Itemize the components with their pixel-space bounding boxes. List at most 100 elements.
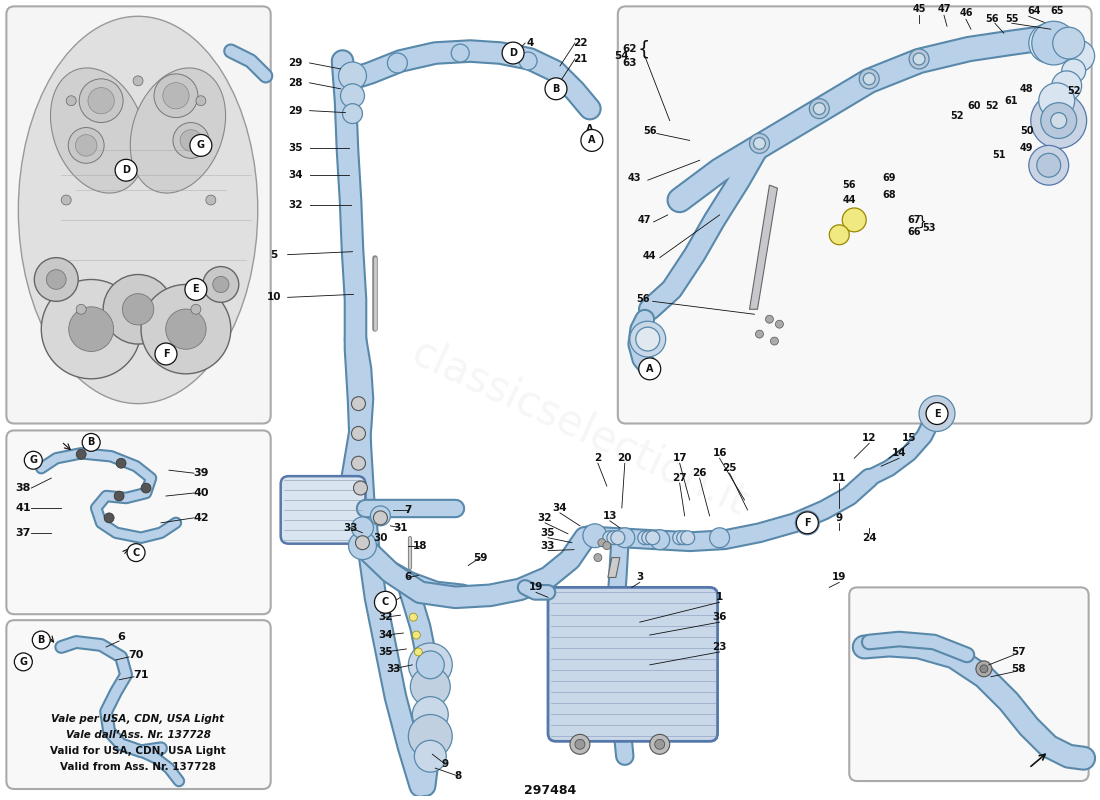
Circle shape [638,530,651,545]
Text: 61: 61 [1004,96,1018,106]
Text: 59: 59 [473,553,487,562]
Circle shape [598,538,606,546]
Polygon shape [749,185,778,310]
Circle shape [352,456,365,470]
Circle shape [519,52,537,70]
Text: 9: 9 [442,759,449,769]
Circle shape [796,512,818,534]
Circle shape [1063,40,1094,72]
Circle shape [408,643,452,686]
Circle shape [813,102,825,114]
Circle shape [82,434,100,451]
Circle shape [416,651,444,678]
Text: 4: 4 [527,38,534,48]
Circle shape [185,278,207,300]
Circle shape [32,631,51,649]
FancyBboxPatch shape [7,430,271,614]
Circle shape [795,511,820,534]
Circle shape [191,304,201,314]
Circle shape [373,511,387,525]
Text: G: G [197,141,205,150]
Circle shape [114,491,124,501]
Circle shape [681,530,694,545]
Circle shape [76,134,97,156]
Circle shape [410,667,450,706]
Text: 35: 35 [378,647,393,657]
Text: 12: 12 [862,434,877,443]
Circle shape [864,73,876,85]
Text: 67: 67 [908,215,921,225]
Circle shape [415,740,447,772]
Text: 66: 66 [908,227,921,237]
Text: 69: 69 [882,173,895,183]
Text: 47: 47 [638,215,651,225]
Text: 65: 65 [1050,6,1064,16]
Text: 3: 3 [636,573,644,582]
Text: 58: 58 [1012,664,1026,674]
Text: 32: 32 [538,513,552,523]
Circle shape [339,62,366,90]
Text: 62: 62 [623,44,637,54]
Circle shape [770,337,779,345]
Circle shape [116,159,138,181]
Circle shape [594,554,602,562]
Text: 48: 48 [1020,84,1034,94]
Text: 29: 29 [288,58,302,68]
Text: 56: 56 [644,126,657,135]
Text: 63: 63 [623,58,637,68]
Text: 39: 39 [194,468,209,478]
Circle shape [583,524,607,548]
Circle shape [1053,29,1080,57]
Text: 29: 29 [288,106,302,116]
Circle shape [62,195,72,205]
Circle shape [976,661,992,677]
Circle shape [180,130,201,151]
Circle shape [42,279,141,379]
Text: 37: 37 [15,528,31,538]
Circle shape [756,330,763,338]
Circle shape [1041,102,1077,138]
Text: 26: 26 [692,468,707,478]
Circle shape [1032,22,1076,65]
Text: C: C [385,600,393,610]
Circle shape [673,530,686,545]
Text: 33: 33 [541,541,556,550]
Text: 49: 49 [1020,143,1034,154]
Text: 68: 68 [882,190,896,200]
Circle shape [163,82,189,109]
Text: 2: 2 [594,454,602,463]
Text: B: B [88,438,95,447]
Text: 18: 18 [414,541,428,550]
Text: 32: 32 [288,200,302,210]
Text: 297484: 297484 [524,785,576,798]
Text: 33: 33 [386,664,400,674]
Text: 33: 33 [343,522,358,533]
Text: 46: 46 [959,8,972,18]
Circle shape [355,536,370,550]
Text: 20: 20 [617,454,632,463]
Text: 41: 41 [15,503,31,513]
Ellipse shape [19,16,257,404]
Text: 45: 45 [912,4,926,14]
Text: F: F [163,349,169,359]
Text: B: B [552,84,560,94]
Circle shape [202,266,239,302]
Circle shape [408,714,452,758]
Circle shape [636,327,660,351]
Circle shape [754,138,766,150]
Text: 27: 27 [672,473,688,483]
Circle shape [206,195,216,205]
Text: 28: 28 [288,78,302,88]
Circle shape [122,294,154,325]
Text: classicselection.it: classicselection.it [405,332,755,525]
Ellipse shape [51,68,146,193]
Circle shape [412,697,449,732]
Circle shape [630,322,666,357]
Circle shape [141,285,231,374]
Circle shape [196,96,206,106]
Circle shape [341,84,364,108]
Text: 51: 51 [992,150,1005,160]
Text: A: A [586,123,594,134]
Circle shape [68,307,113,351]
Text: 7: 7 [405,505,412,515]
